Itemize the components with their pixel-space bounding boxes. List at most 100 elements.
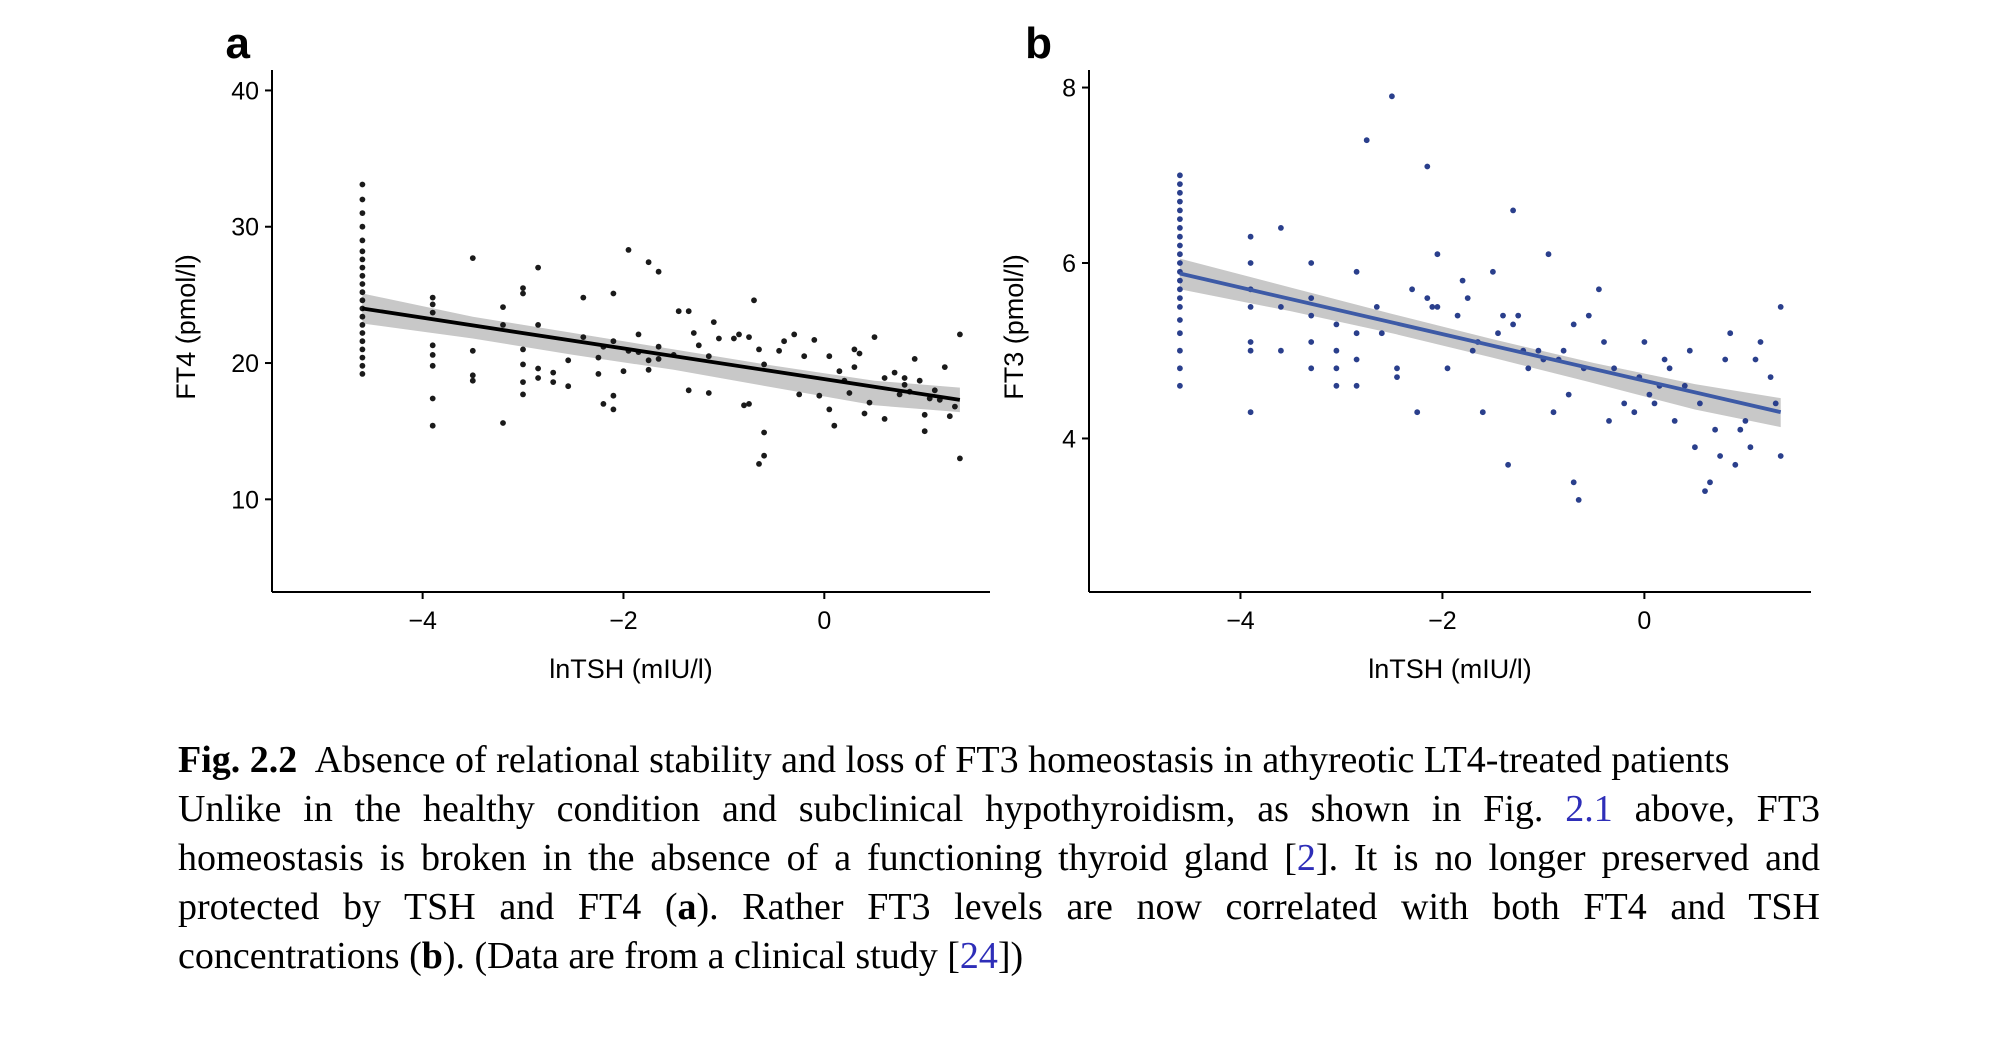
- panel-b-scatter-plot: b 4 6 8 −4 −2 0 lnTSH (mIU/l) FT3 (pmol/l): [999, 19, 1811, 684]
- data-point: [535, 365, 541, 372]
- data-point: [550, 379, 557, 385]
- data-point: [1177, 189, 1183, 196]
- data-point: [761, 361, 767, 368]
- data-point: [580, 334, 587, 340]
- data-point: [1490, 268, 1496, 275]
- data-point: [1712, 426, 1718, 433]
- data-point: [1308, 295, 1315, 301]
- data-point: [595, 354, 602, 361]
- data-point: [1278, 347, 1284, 354]
- data-point: [429, 342, 436, 349]
- data-point: [1681, 382, 1688, 389]
- data-point: [1414, 409, 1421, 416]
- data-point: [610, 290, 617, 297]
- data-point: [520, 361, 526, 368]
- data-point: [791, 331, 798, 338]
- data-point: [1697, 400, 1703, 407]
- data-point: [1722, 356, 1729, 363]
- data-point: [1570, 321, 1577, 328]
- data-point: [1596, 286, 1602, 293]
- data-point: [1661, 356, 1668, 363]
- regression-line: [1179, 271, 1782, 415]
- data-point: [1585, 312, 1592, 319]
- data-point: [705, 353, 712, 360]
- data-point: [535, 375, 541, 381]
- data-point: [359, 322, 366, 328]
- data-point: [595, 371, 602, 377]
- data-point: [856, 350, 863, 357]
- panel-label: a: [226, 19, 251, 68]
- data-point: [1353, 382, 1360, 389]
- data-point: [580, 294, 587, 301]
- data-point: [500, 304, 506, 310]
- data-point: [861, 410, 868, 417]
- data-point: [1247, 304, 1254, 310]
- data-point: [1646, 391, 1653, 398]
- data-point: [610, 392, 617, 399]
- data-point: [1177, 172, 1183, 179]
- data-point: [761, 452, 767, 459]
- data-point: [1454, 312, 1461, 319]
- data-point: [1177, 330, 1183, 337]
- figure-reference-link[interactable]: 2.1: [1565, 788, 1613, 830]
- y-tick-label: 6: [1062, 250, 1076, 278]
- data-point: [1651, 400, 1658, 407]
- data-point: [881, 375, 888, 381]
- data-point: [1177, 304, 1183, 310]
- citation-link[interactable]: 2: [1296, 837, 1316, 879]
- data-point: [1565, 391, 1572, 398]
- y-tick-label: 30: [231, 214, 259, 242]
- data-point: [1747, 444, 1754, 451]
- data-point: [675, 308, 682, 315]
- data-point: [1177, 225, 1183, 231]
- y-tick-label: 40: [231, 77, 259, 105]
- data-point: [359, 289, 366, 296]
- data-point: [1247, 233, 1254, 240]
- data-point: [916, 377, 923, 384]
- panel-a-reference: a: [677, 886, 697, 928]
- data-point: [429, 301, 436, 308]
- data-point: [1424, 295, 1431, 301]
- data-point: [901, 375, 908, 381]
- data-point: [520, 379, 526, 385]
- data-point: [1495, 330, 1501, 337]
- data-point: [1469, 347, 1476, 354]
- data-point: [1434, 251, 1441, 258]
- figure-caption: Fig. 2.2 Absence of relational stability…: [178, 736, 1820, 981]
- data-point: [1560, 347, 1567, 354]
- data-point: [911, 356, 918, 362]
- data-point: [359, 297, 366, 304]
- caption-title-paragraph: Fig. 2.2 Absence of relational stability…: [178, 736, 1820, 785]
- data-point: [1545, 251, 1552, 258]
- data-point: [1671, 418, 1678, 424]
- data-point: [826, 406, 833, 413]
- caption-body-part-3: ]. It is no longer preserved and protect…: [178, 837, 1820, 928]
- panel-b-reference: b: [421, 935, 443, 977]
- data-point: [690, 330, 697, 336]
- data-point: [1777, 453, 1784, 459]
- data-point: [625, 247, 632, 253]
- data-point: [520, 285, 526, 291]
- x-tick-label: −2: [609, 607, 638, 635]
- data-point: [1177, 365, 1183, 372]
- x-tick-label: 0: [817, 607, 831, 635]
- data-point: [826, 353, 833, 360]
- y-tick-label: 4: [1062, 425, 1076, 453]
- data-point: [1535, 347, 1542, 354]
- data-point: [851, 346, 858, 353]
- caption-body-paragraph: Unlike in the healthy condition and subc…: [178, 785, 1820, 981]
- x-tick-label: 0: [1637, 607, 1651, 635]
- caption-figure-label: Fig. 2.2: [178, 739, 298, 781]
- data-point: [741, 402, 747, 409]
- data-point: [705, 390, 712, 396]
- data-point: [816, 392, 823, 399]
- citation-link[interactable]: 24: [959, 935, 998, 977]
- data-point: [891, 369, 898, 376]
- data-point: [535, 264, 541, 271]
- data-point: [359, 346, 366, 353]
- caption-body-part-4: ). Rather FT3 levels are now correlated …: [178, 886, 1821, 977]
- data-point: [429, 395, 436, 402]
- data-point: [1601, 339, 1607, 345]
- data-point: [359, 248, 366, 255]
- data-point: [655, 268, 662, 275]
